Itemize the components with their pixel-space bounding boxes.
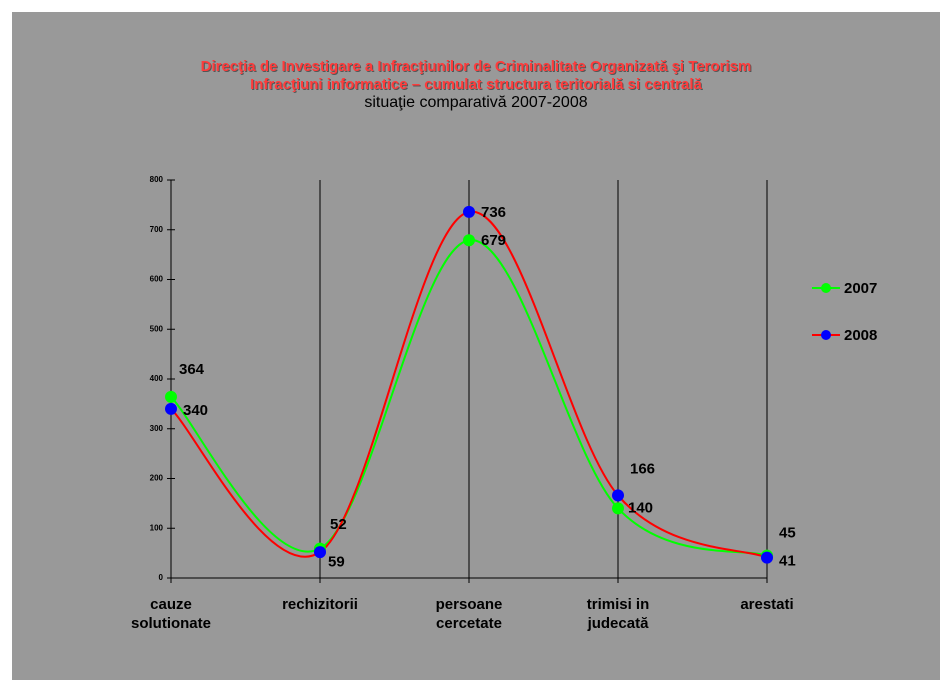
y-tick-label: 800 bbox=[150, 175, 164, 184]
data-label: 45 bbox=[779, 525, 796, 542]
data-point bbox=[612, 502, 624, 515]
chart-note: situaţie comparativă 2007-2008 bbox=[364, 94, 588, 111]
x-tick-label: cauze solutionate bbox=[130, 596, 211, 632]
x-tick-label: persoane cercetate bbox=[435, 596, 503, 632]
legend-label: 2007 bbox=[844, 280, 877, 297]
data-label: 166 bbox=[630, 460, 655, 477]
data-label: 52 bbox=[330, 516, 347, 533]
data-label: 59 bbox=[328, 554, 345, 571]
data-label: 340 bbox=[183, 402, 208, 419]
series-line bbox=[170, 210, 768, 559]
x-tick-label: trimisi in judecată bbox=[586, 596, 650, 632]
data-label: 364 bbox=[179, 361, 205, 378]
y-tick-label: 0 bbox=[159, 573, 164, 582]
data-point bbox=[165, 390, 177, 403]
legend-marker bbox=[821, 283, 831, 293]
data-point bbox=[761, 551, 773, 564]
data-label: 736 bbox=[481, 204, 506, 221]
y-tick-label: 700 bbox=[150, 225, 164, 234]
data-point bbox=[165, 402, 177, 415]
series-line bbox=[170, 239, 768, 557]
data-label: 41 bbox=[779, 553, 796, 570]
chart-background bbox=[12, 12, 940, 680]
x-tick-label: rechizitorii bbox=[282, 596, 358, 613]
legend-marker bbox=[821, 330, 831, 340]
y-tick-label: 400 bbox=[150, 374, 164, 383]
data-point bbox=[463, 234, 475, 247]
chart-subtitle: Infracţiuni informatice – cumulat struct… bbox=[250, 76, 702, 93]
y-tick-label: 200 bbox=[150, 474, 164, 483]
y-tick-label: 600 bbox=[150, 275, 164, 284]
data-point bbox=[612, 489, 624, 502]
data-label: 679 bbox=[481, 232, 506, 249]
x-tick-label: arestati bbox=[740, 596, 794, 613]
y-tick-label: 500 bbox=[150, 324, 164, 333]
y-tick-label: 300 bbox=[150, 424, 164, 433]
chart-title: Direcţia de Investigare a Infracţiunilor… bbox=[200, 58, 752, 75]
y-tick-label: 100 bbox=[150, 523, 164, 532]
legend-label: 2008 bbox=[844, 327, 877, 344]
data-point bbox=[463, 205, 475, 218]
data-label: 140 bbox=[628, 499, 653, 516]
data-point bbox=[314, 546, 326, 559]
